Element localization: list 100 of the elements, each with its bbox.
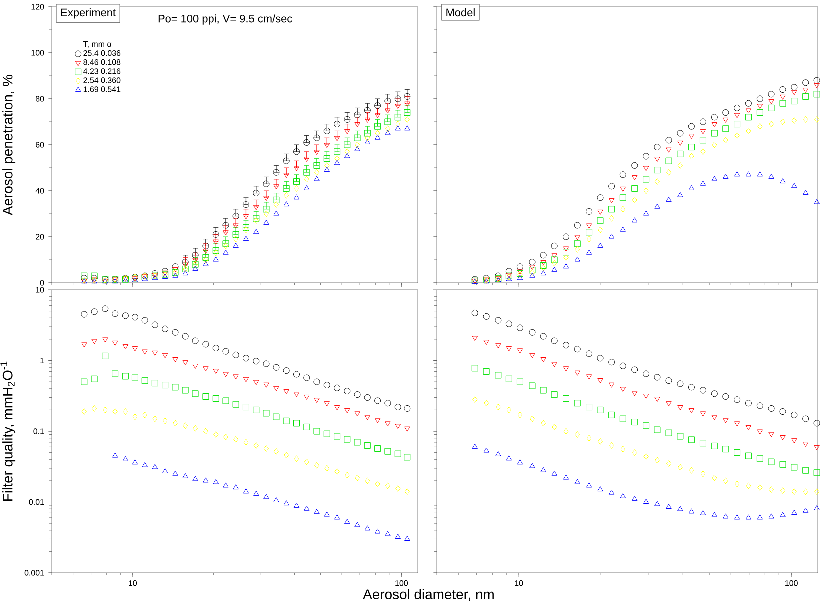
point <box>334 148 341 156</box>
point <box>344 142 351 148</box>
point <box>666 504 672 509</box>
point <box>734 172 740 177</box>
point <box>472 365 478 372</box>
point <box>324 156 330 162</box>
point <box>243 214 250 220</box>
point <box>495 372 502 379</box>
point <box>758 484 763 492</box>
point <box>394 114 402 121</box>
point <box>540 467 546 472</box>
point <box>274 202 279 208</box>
point <box>814 505 820 510</box>
point <box>334 156 340 162</box>
point <box>552 260 558 267</box>
point <box>152 350 158 356</box>
point <box>234 236 239 243</box>
point <box>172 420 178 427</box>
point <box>632 419 638 426</box>
point <box>375 130 380 137</box>
point <box>791 84 798 91</box>
point <box>273 196 280 204</box>
point <box>688 123 695 130</box>
point <box>102 352 109 360</box>
point <box>598 242 604 248</box>
point <box>374 113 381 118</box>
point <box>385 531 391 536</box>
point <box>172 264 179 270</box>
point <box>234 436 239 443</box>
point <box>722 446 730 453</box>
point <box>677 130 684 137</box>
point <box>344 436 351 443</box>
point <box>374 123 382 130</box>
point <box>803 442 809 448</box>
point <box>723 418 729 424</box>
point <box>516 264 524 270</box>
point <box>324 465 330 472</box>
point <box>516 378 524 386</box>
point <box>192 338 199 344</box>
point <box>540 333 547 340</box>
point <box>284 500 290 506</box>
point <box>597 406 604 414</box>
point <box>404 536 410 541</box>
point <box>711 390 718 398</box>
point <box>780 512 786 518</box>
point <box>768 514 774 519</box>
point <box>385 108 391 114</box>
point <box>484 400 490 407</box>
point <box>723 478 728 484</box>
point <box>678 406 684 411</box>
point <box>768 104 775 112</box>
point <box>274 210 280 216</box>
point <box>516 324 524 332</box>
point <box>375 480 380 488</box>
point <box>632 450 638 456</box>
point <box>374 398 382 404</box>
point <box>334 433 341 440</box>
point <box>314 169 320 176</box>
point <box>563 250 570 256</box>
point <box>814 91 820 98</box>
point <box>82 342 88 348</box>
point <box>385 422 391 427</box>
point <box>394 450 402 458</box>
point <box>384 98 392 105</box>
point <box>530 265 536 270</box>
point <box>172 358 178 363</box>
point <box>395 534 401 540</box>
point <box>334 384 341 392</box>
point <box>586 404 593 411</box>
point <box>734 480 740 488</box>
point <box>552 254 558 259</box>
point <box>791 464 798 471</box>
point <box>203 249 209 254</box>
point <box>540 358 546 363</box>
point <box>506 268 512 275</box>
point <box>364 118 370 123</box>
point <box>112 452 118 458</box>
point <box>780 94 786 100</box>
point <box>364 526 370 531</box>
point <box>780 408 786 416</box>
point <box>608 206 616 213</box>
point <box>712 176 718 182</box>
point <box>768 174 774 179</box>
point <box>263 410 270 417</box>
point <box>734 132 740 140</box>
point <box>122 344 129 350</box>
point <box>734 422 740 427</box>
point <box>364 107 371 114</box>
point <box>552 362 558 368</box>
point <box>192 390 199 398</box>
point <box>142 317 148 324</box>
point <box>384 448 392 455</box>
point <box>654 501 660 506</box>
point <box>654 144 661 151</box>
point <box>597 194 604 202</box>
point <box>768 432 774 438</box>
point <box>700 510 706 516</box>
point <box>802 93 810 100</box>
point <box>574 346 581 353</box>
point <box>203 256 208 264</box>
